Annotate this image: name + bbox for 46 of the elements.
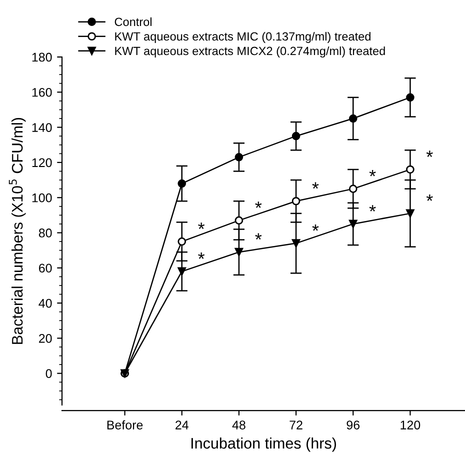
point	[348, 220, 358, 228]
annotation: *	[312, 182, 319, 189]
annotation: *	[426, 150, 433, 157]
annotation: *	[255, 233, 262, 240]
annotation: *	[369, 170, 376, 176]
point	[406, 165, 414, 174]
x-tick-label: 24	[176, 420, 188, 430]
legend-label: KWT aqueous extracts MIC (0.137mg/ml) treated	[115, 32, 370, 43]
annotation: *	[255, 202, 262, 208]
y-axis-title: Bacterial numbers (X10$^{5}$ CFU/ml)	[8, 118, 26, 344]
y-tick-label: 80	[38, 228, 52, 238]
y-tick-label: 160	[32, 88, 52, 97]
annotation: *	[198, 252, 205, 259]
x-tick-label: 48	[232, 420, 246, 430]
point	[292, 132, 300, 140]
point	[178, 267, 186, 276]
point	[348, 114, 358, 123]
point	[234, 216, 244, 225]
y-tick-label: 40	[38, 298, 52, 308]
point	[348, 184, 358, 193]
y-tick-label: 180	[32, 52, 52, 62]
x-axis-title: Incubation times (hrs)	[191, 437, 336, 452]
annotation: *	[312, 224, 319, 231]
point	[178, 179, 186, 188]
point	[406, 209, 414, 218]
x-tick-label: 120	[400, 420, 420, 430]
point	[406, 93, 414, 102]
y-tick-label: 100	[32, 193, 52, 202]
y-tick-label: 140	[32, 123, 52, 132]
annotation: *	[198, 222, 205, 230]
legend-label: Control	[114, 17, 152, 26]
x-tick-label: 72	[290, 420, 302, 430]
y-tick-label: 60	[39, 264, 52, 273]
point	[292, 196, 300, 206]
annotation: *	[369, 205, 376, 212]
point	[292, 239, 300, 248]
point	[234, 248, 244, 256]
point	[178, 237, 186, 246]
y-tick-label: 20	[39, 334, 52, 343]
y-tick-label: 0	[46, 369, 52, 378]
x-tick-label: Before	[107, 420, 143, 430]
x-tick-label: 96	[346, 420, 360, 430]
point	[234, 153, 244, 162]
annotation: *	[426, 194, 433, 201]
y-tick-label: 120	[32, 158, 52, 168]
legend-label: KWT aqueous extracts MICX2 (0.274mg/ml) treated	[115, 46, 385, 58]
